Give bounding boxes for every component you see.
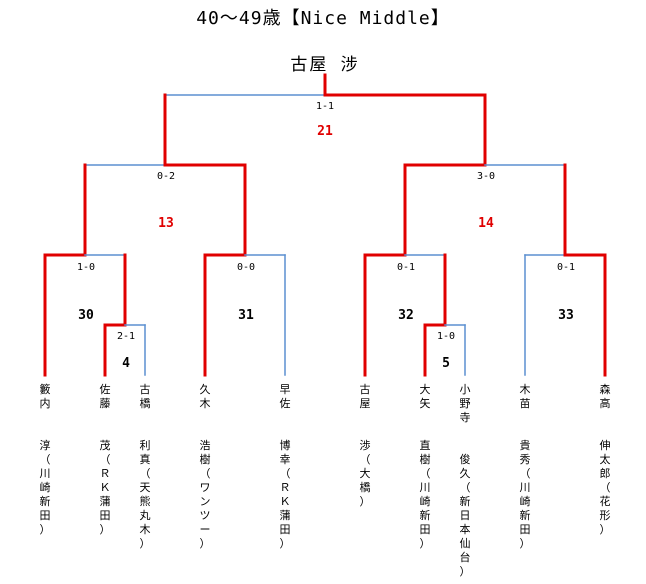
player-club: （川崎新田） (39, 453, 51, 536)
player-club: （花形） (599, 481, 611, 536)
player-surname: 大矢 (419, 383, 431, 410)
match-score: 0-1 (556, 262, 576, 273)
player-surname: 古屋 (359, 383, 371, 410)
match-number: 33 (558, 308, 574, 323)
match-score: 2-1 (116, 331, 136, 342)
player-given-name: 伸太郎 (599, 439, 611, 480)
player-given-name: 渉 (359, 439, 371, 452)
player-surname: 籔内 (39, 383, 51, 410)
player-given-name: 淳 (39, 439, 51, 452)
player-surname: 小野寺 (459, 383, 471, 424)
player-given-name: 浩樹 (199, 439, 211, 466)
player-surname: 久木 (199, 383, 211, 410)
player-club: （天熊丸木） (139, 467, 151, 550)
player-surname: 早佐 (279, 383, 291, 410)
match-number: 31 (238, 308, 254, 323)
player-given-name: 茂 (99, 439, 111, 452)
match-score: 0-1 (396, 262, 416, 273)
match-score: 0-2 (156, 171, 176, 182)
player-entry: 籔内淳（川崎新田） (37, 383, 53, 537)
player-given-name: 利真 (139, 439, 151, 466)
page-title: 40～49歳【Nice Middle】 (196, 8, 450, 29)
player-entry: 小野寺俊久（新日本仙台） (457, 383, 473, 579)
player-club: （Ｒ Ｋ 蒲田） (99, 453, 111, 536)
player-given-name: 直樹 (419, 439, 431, 466)
player-entry: 佐藤茂（Ｒ Ｋ 蒲田） (97, 383, 113, 537)
player-club: （Ｒ Ｋ 蒲田） (279, 467, 291, 550)
match-number: 5 (442, 356, 450, 371)
champion-name: 古屋 涉 (290, 55, 360, 75)
player-entry: 久木浩樹（ワンツー） (197, 383, 213, 551)
player-given-name: 俊久 (459, 453, 471, 480)
player-entry: 森高伸太郎（花形） (597, 383, 613, 537)
player-entry: 早佐博幸（Ｒ Ｋ 蒲田） (277, 383, 293, 551)
match-number: 13 (158, 216, 174, 231)
player-surname: 木苗 (519, 383, 531, 410)
player-entry: 古屋渉（大橋） (357, 383, 373, 509)
match-score: 1-0 (436, 331, 456, 342)
match-number: 32 (398, 308, 414, 323)
player-club: （川崎新田） (419, 467, 431, 550)
match-number: 14 (478, 216, 494, 231)
player-entry: 木苗貴秀（川崎新田） (517, 383, 533, 551)
match-score: 0-0 (236, 262, 256, 273)
match-score: 1-0 (76, 262, 96, 273)
match-number: 4 (122, 356, 130, 371)
player-club: （川崎新田） (519, 467, 531, 550)
player-club: （新日本仙台） (459, 481, 471, 578)
match-number: 21 (317, 124, 333, 139)
player-surname: 古橋 (139, 383, 151, 410)
player-club: （ワンツー） (199, 467, 211, 550)
match-score: 1-1 (315, 101, 335, 112)
player-surname: 森高 (599, 383, 611, 410)
player-given-name: 貴秀 (519, 439, 531, 466)
player-entry: 大矢直樹（川崎新田） (417, 383, 433, 551)
match-score: 3-0 (476, 171, 496, 182)
player-entry: 古橋利真（天熊丸木） (137, 383, 153, 551)
player-club: （大橋） (359, 453, 371, 508)
player-given-name: 博幸 (279, 439, 291, 466)
match-number: 30 (78, 308, 94, 323)
player-surname: 佐藤 (99, 383, 111, 410)
